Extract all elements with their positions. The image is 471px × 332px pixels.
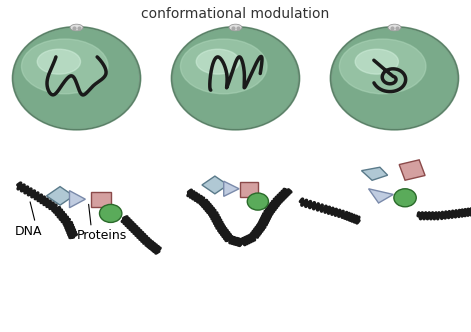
Ellipse shape (355, 49, 398, 74)
Ellipse shape (340, 39, 426, 94)
Ellipse shape (333, 29, 456, 128)
Ellipse shape (171, 27, 300, 130)
Ellipse shape (330, 27, 459, 130)
Ellipse shape (229, 24, 242, 31)
Ellipse shape (22, 39, 108, 94)
Circle shape (99, 205, 122, 222)
Polygon shape (70, 191, 85, 208)
Text: DNA: DNA (15, 225, 42, 238)
Polygon shape (399, 160, 425, 180)
Ellipse shape (180, 39, 267, 94)
FancyBboxPatch shape (91, 192, 111, 207)
Polygon shape (224, 181, 239, 196)
Polygon shape (47, 187, 73, 205)
Circle shape (247, 193, 268, 210)
Text: Proteins: Proteins (76, 229, 127, 242)
Circle shape (394, 189, 416, 207)
Ellipse shape (70, 24, 83, 31)
Ellipse shape (12, 27, 141, 130)
Ellipse shape (15, 29, 138, 128)
Text: conformational modulation: conformational modulation (141, 7, 330, 21)
Polygon shape (368, 189, 393, 203)
FancyBboxPatch shape (240, 182, 259, 197)
Ellipse shape (388, 24, 401, 31)
Ellipse shape (174, 29, 297, 128)
Polygon shape (202, 176, 228, 194)
Ellipse shape (196, 49, 239, 74)
Ellipse shape (37, 49, 81, 74)
Polygon shape (362, 167, 388, 180)
